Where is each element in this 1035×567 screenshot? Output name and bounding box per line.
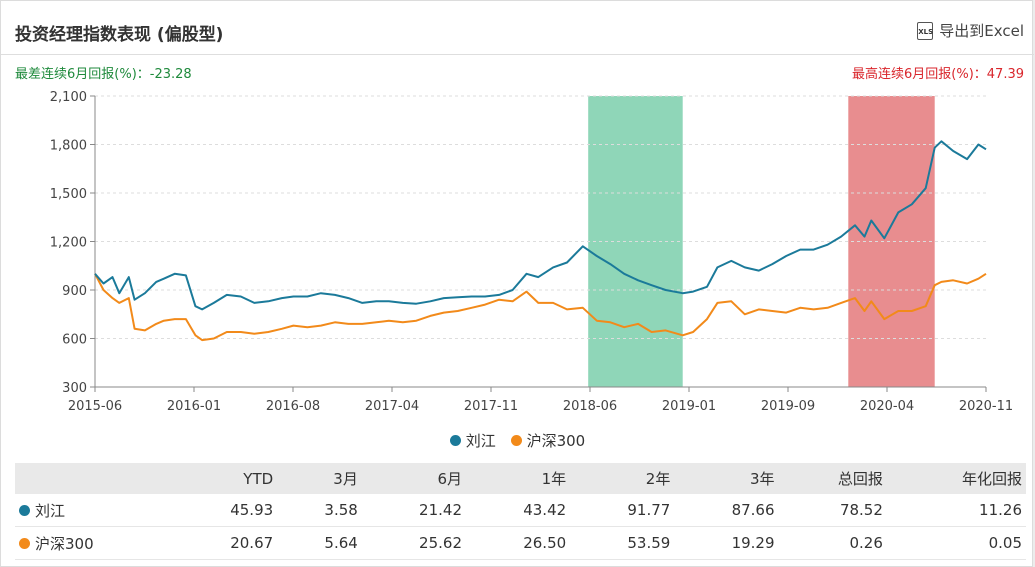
y-tick-label: 300: [62, 381, 87, 396]
table-header-annualized: 年化回报: [886, 463, 1026, 494]
x-tick-label: 2018-06: [563, 399, 617, 414]
cell-total: 0.26: [778, 526, 887, 560]
y-tick-label: 1,800: [50, 139, 87, 154]
table-header-2y: 2年: [570, 463, 675, 494]
x-tick-label: 2015-06: [68, 399, 122, 414]
cell-6m: 21.42: [361, 494, 466, 527]
y-tick-label: 2,100: [50, 90, 87, 105]
cell-ytd: 20.67: [173, 526, 278, 560]
table-header-total: 总回报: [778, 463, 887, 494]
page-title: 投资经理指数表现 (偏股型): [15, 25, 224, 45]
legend-item-index[interactable]: 沪深300: [510, 430, 586, 451]
table-header-row: YTD 3月 6月 1年 2年 3年 总回报 年化回报: [15, 463, 1026, 494]
worst-6m-return: 最差连续6月回报(%)：-23.28: [15, 67, 192, 82]
legend-item-manager[interactable]: 刘江: [449, 430, 496, 451]
cell-3m: 3.58: [277, 494, 362, 527]
row-name-cell: 刘江: [15, 494, 173, 527]
table-row: 沪深300 20.67 5.64 25.62 26.50 53.59 19.29…: [15, 526, 1026, 560]
export-excel-button[interactable]: XLS 导出到Excel: [917, 20, 1024, 41]
x-tick-label: 2019-01: [662, 399, 716, 414]
cell-2y: 53.59: [570, 526, 675, 560]
legend-dot-index: [510, 435, 522, 446]
header-divider: [1, 54, 1034, 55]
x-tick-label: 2020-11: [959, 399, 1013, 414]
series-line-manager: [94, 140, 987, 311]
y-tick-label: 900: [62, 284, 87, 299]
table-header-3y: 3年: [674, 463, 779, 494]
row-dot-index: [19, 537, 30, 549]
series-line-index: [94, 272, 987, 342]
export-label: 导出到Excel: [939, 22, 1024, 40]
table-header-ytd: YTD: [173, 463, 278, 494]
x-tick-label: 2016-08: [266, 399, 320, 414]
cell-6m: 25.62: [361, 526, 466, 560]
y-tick-label: 1,500: [50, 187, 87, 202]
cell-annualized: 0.05: [886, 526, 1026, 560]
row-name: 刘江: [35, 501, 66, 520]
best-period-band: [848, 96, 935, 387]
cell-1y: 43.42: [466, 494, 571, 527]
cell-3y: 87.66: [674, 494, 779, 527]
cell-total: 78.52: [778, 494, 887, 527]
table-header-6m: 6月: [361, 463, 466, 494]
returns-table: YTD 3月 6月 1年 2年 3年 总回报 年化回报 刘江 45.93 3.5…: [15, 463, 1026, 560]
legend-dot-manager: [449, 435, 461, 446]
x-tick-label: 2017-04: [365, 399, 419, 414]
legend-label-index: 沪深300: [526, 432, 586, 450]
row-name-cell: 沪深300: [15, 526, 173, 560]
x-tick-label: 2016-01: [167, 399, 221, 414]
x-tick-label: 2020-04: [860, 399, 914, 414]
line-chart: 300 600 900 1,200 1,500 1,800 2,100 2015-06 2016…: [50, 90, 1013, 414]
cell-annualized: 11.26: [886, 494, 1026, 527]
cell-1y: 26.50: [466, 526, 571, 560]
table-header-1y: 1年: [466, 463, 571, 494]
legend-label-manager: 刘江: [465, 432, 496, 450]
row-name: 沪深300: [35, 534, 94, 553]
x-tick-label: 2017-11: [464, 399, 518, 414]
table-header-name: [15, 463, 173, 494]
best-6m-return: 最高连续6月回报(%)：47.39: [852, 67, 1024, 82]
cell-2y: 91.77: [570, 494, 675, 527]
table-row: 刘江 45.93 3.58 21.42 43.42 91.77 87.66 78…: [15, 494, 1026, 527]
chart-legend: 刘江 沪深300: [1, 430, 1034, 451]
x-tick-label: 2019-09: [761, 399, 815, 414]
y-tick-label: 1,200: [50, 236, 87, 251]
cell-3m: 5.64: [277, 526, 362, 560]
cell-3y: 19.29: [674, 526, 779, 560]
y-tick-label: 600: [62, 333, 87, 348]
cell-ytd: 45.93: [173, 494, 278, 527]
table-header-3m: 3月: [277, 463, 362, 494]
row-dot-manager: [19, 504, 30, 516]
xls-file-icon: XLS: [917, 21, 934, 40]
